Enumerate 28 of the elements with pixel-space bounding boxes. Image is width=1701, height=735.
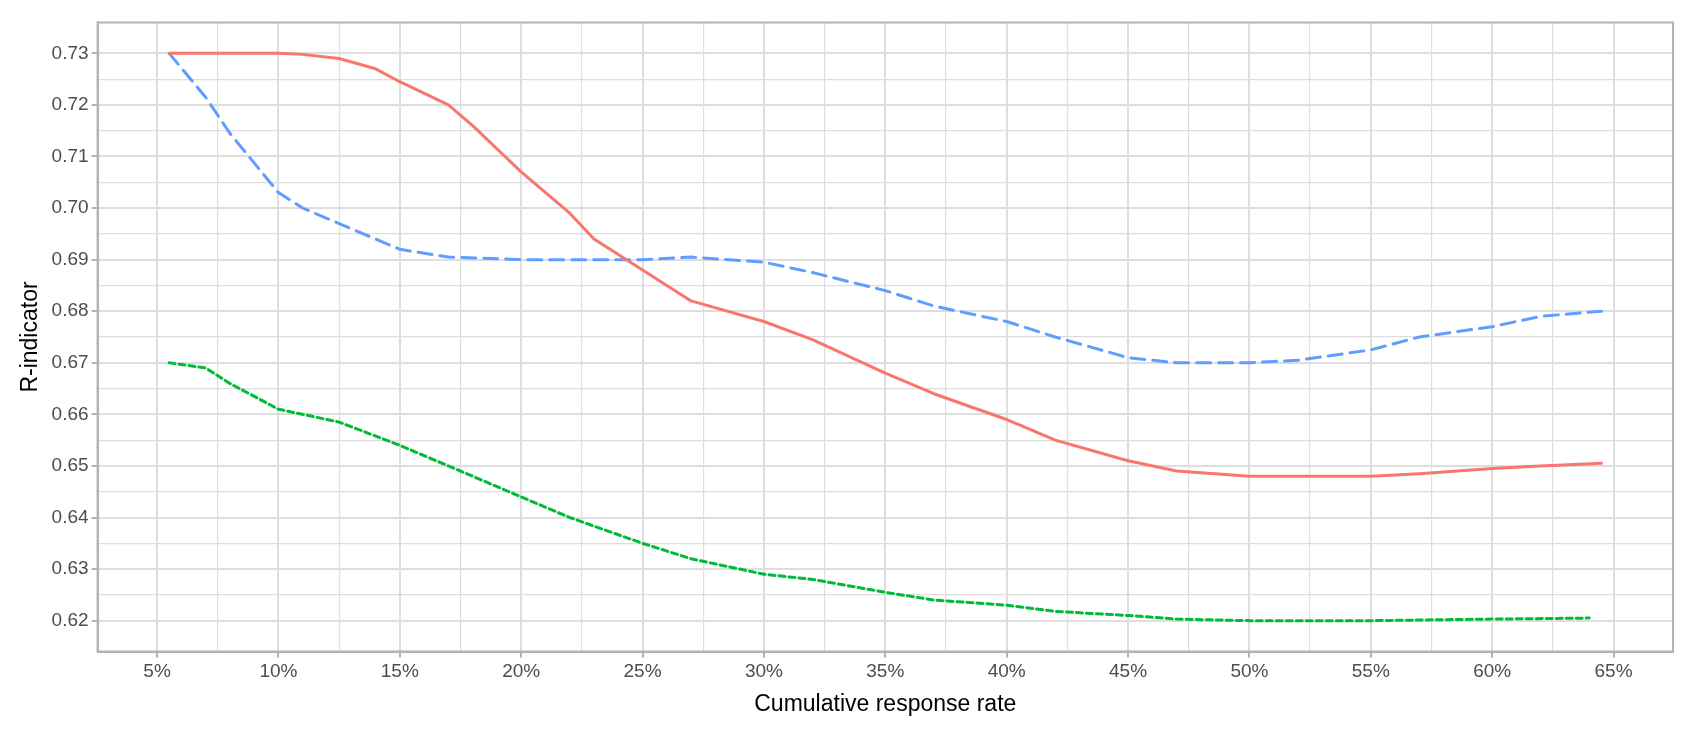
x-tick-label: 15% [380, 660, 419, 682]
x-tick-label: 25% [623, 660, 662, 682]
x-tick-label: 45% [1109, 660, 1148, 682]
y-tick-label: 0.68 [51, 299, 89, 321]
x-tick-label: 5% [143, 660, 171, 682]
y-tick-label: 0.71 [51, 144, 89, 166]
x-tick-label: 50% [1230, 660, 1269, 682]
y-tick-label: 0.63 [51, 557, 89, 579]
y-tick-label: 0.66 [51, 402, 89, 424]
y-tick-label: 0.65 [51, 454, 89, 476]
x-tick-label: 40% [987, 660, 1026, 682]
line-series [167, 361, 1591, 623]
y-axis-title: R-indicator [16, 281, 43, 393]
x-tick-label: 10% [259, 660, 298, 682]
y-tick-label: 0.62 [51, 608, 89, 630]
x-tick-label: 65% [1594, 660, 1633, 682]
y-tick-label: 0.73 [51, 41, 89, 63]
y-tick-label: 0.72 [51, 93, 89, 115]
x-tick-label: 60% [1473, 660, 1512, 682]
y-tick-label: 0.69 [51, 247, 89, 269]
y-tick-label: 0.67 [51, 351, 89, 373]
y-tick-label: 0.70 [51, 196, 89, 218]
x-tick-label: 55% [1351, 660, 1390, 682]
x-tick-label: 35% [866, 660, 905, 682]
y-tick-label: 0.64 [51, 505, 90, 527]
x-tick-label: 20% [502, 660, 541, 682]
x-axis-title: Cumulative response rate [754, 689, 1017, 716]
x-tick-label: 30% [744, 660, 784, 682]
